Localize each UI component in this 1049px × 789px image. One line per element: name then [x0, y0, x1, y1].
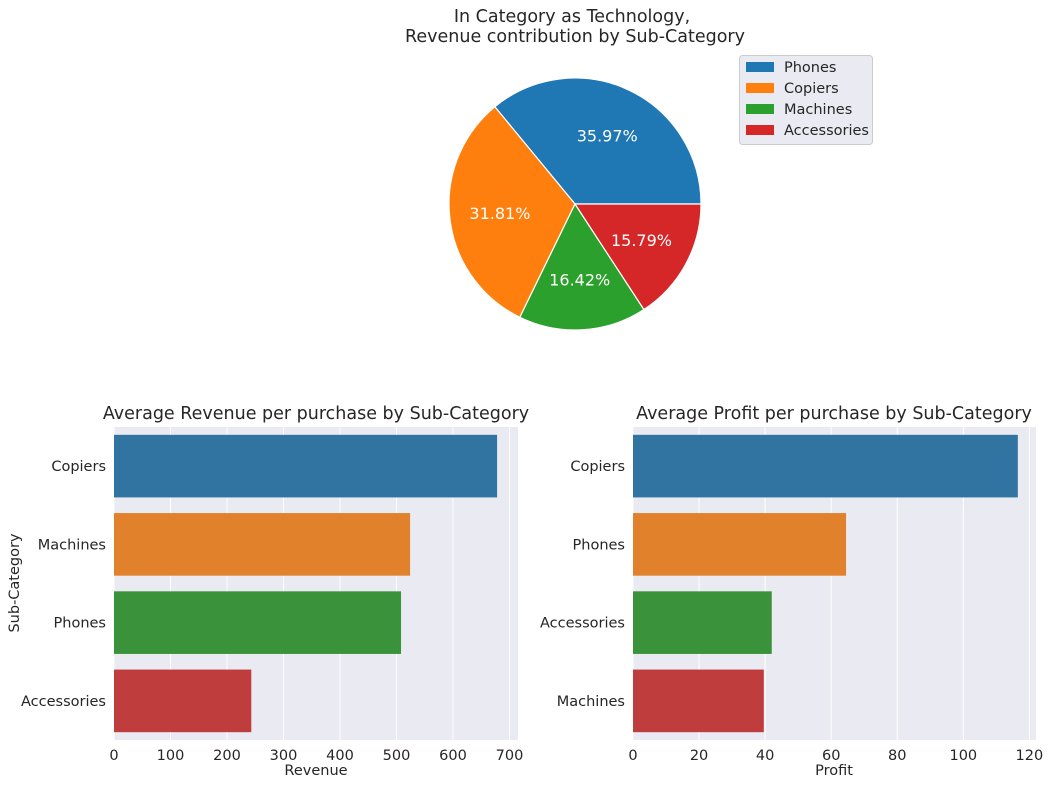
xtick-label-80: 80: [888, 748, 906, 764]
xtick-label-400: 400: [326, 748, 354, 764]
revenue-bar-chart: 0 100 200 300 400 500 600 700 Copiers Machines Pho…: [21, 427, 523, 764]
bar-accessories: [114, 669, 252, 733]
bar-copiers: [633, 434, 1018, 498]
pie-slice-label-machines: 16.42%: [549, 270, 610, 289]
xtick-label-100: 100: [949, 748, 977, 764]
xtick-label-100: 100: [157, 748, 185, 764]
xtick-label-0: 0: [109, 748, 118, 764]
xtick-label-500: 500: [383, 748, 411, 764]
profit-chart-xlabel: Profit: [815, 763, 853, 779]
pie-legend: Phones Copiers Machines Accessories: [739, 55, 873, 145]
pie-title-line1: In Category as Technology,: [454, 7, 690, 27]
ytick-label-accessories: Accessories: [540, 616, 625, 632]
legend-swatch-phones: [746, 62, 774, 72]
legend-label-machines: Machines: [784, 102, 852, 118]
profit-bar-chart: 0 20 40 60 80 100 120 Copiers Phones Accessories M…: [540, 427, 1043, 764]
xtick-label-60: 60: [822, 748, 840, 764]
legend-swatch-accessories: [746, 125, 774, 135]
pie-slice-phones: [494, 77, 702, 205]
pie-slice-machines: [519, 202, 645, 331]
ytick-label-phones: Phones: [54, 616, 106, 632]
pie-slice-label-copiers: 31.81%: [469, 204, 530, 223]
legend-label-phones: Phones: [784, 60, 836, 76]
ytick-label-phones: Phones: [573, 537, 625, 553]
pie-title-line2: Revenue contribution by Sub-Category: [405, 27, 745, 47]
bar-phones: [633, 513, 847, 576]
legend-swatch-machines: [746, 104, 774, 114]
bar-copiers: [114, 434, 498, 498]
xtick-label-20: 20: [690, 748, 708, 764]
ytick-label-accessories: Accessories: [21, 694, 106, 710]
legend-label-copiers: Copiers: [784, 81, 839, 97]
xtick-label-0: 0: [628, 748, 637, 764]
xtick-label-300: 300: [270, 748, 298, 764]
xtick-label-600: 600: [439, 748, 467, 764]
xtick-label-200: 200: [213, 748, 241, 764]
bar-machines: [114, 513, 411, 576]
ytick-label-copiers: Copiers: [570, 459, 625, 475]
revenue-chart-title: Average Revenue per purchase by Sub-Cate…: [103, 404, 529, 424]
revenue-chart-xlabel: Revenue: [284, 763, 347, 779]
legend-swatch-copiers: [746, 83, 774, 93]
ytick-label-machines: Machines: [557, 694, 625, 710]
pie-slice-label-phones: 35.97%: [577, 127, 638, 146]
pie-slice-label-accessories: 15.79%: [611, 231, 672, 250]
ytick-label-machines: Machines: [38, 537, 106, 553]
profit-chart-title: Average Profit per purchase by Sub-Categ…: [636, 404, 1032, 424]
pie-slice-accessories: [573, 203, 702, 311]
bar-machines: [633, 669, 764, 733]
legend-frame: [739, 55, 873, 145]
bar-accessories: [633, 591, 772, 654]
legend-label-accessories: Accessories: [784, 123, 869, 139]
bar-phones: [114, 591, 402, 654]
revenue-chart-ylabel: Sub-Category: [7, 533, 23, 632]
xtick-label-120: 120: [1016, 748, 1044, 764]
ytick-label-copiers: Copiers: [51, 459, 106, 475]
xtick-label-40: 40: [756, 748, 774, 764]
pie-chart: 35.97% 31.81% 16.42% 15.79%: [448, 77, 702, 331]
pie-slice-copiers: [448, 105, 576, 319]
xtick-label-700: 700: [496, 748, 524, 764]
